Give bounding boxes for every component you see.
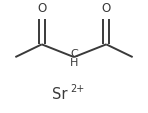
- Text: O: O: [37, 2, 46, 15]
- Text: 2+: 2+: [70, 83, 84, 93]
- Text: Sr: Sr: [52, 86, 67, 101]
- Text: O: O: [102, 2, 111, 15]
- Text: H: H: [70, 58, 78, 68]
- Text: C: C: [70, 48, 78, 58]
